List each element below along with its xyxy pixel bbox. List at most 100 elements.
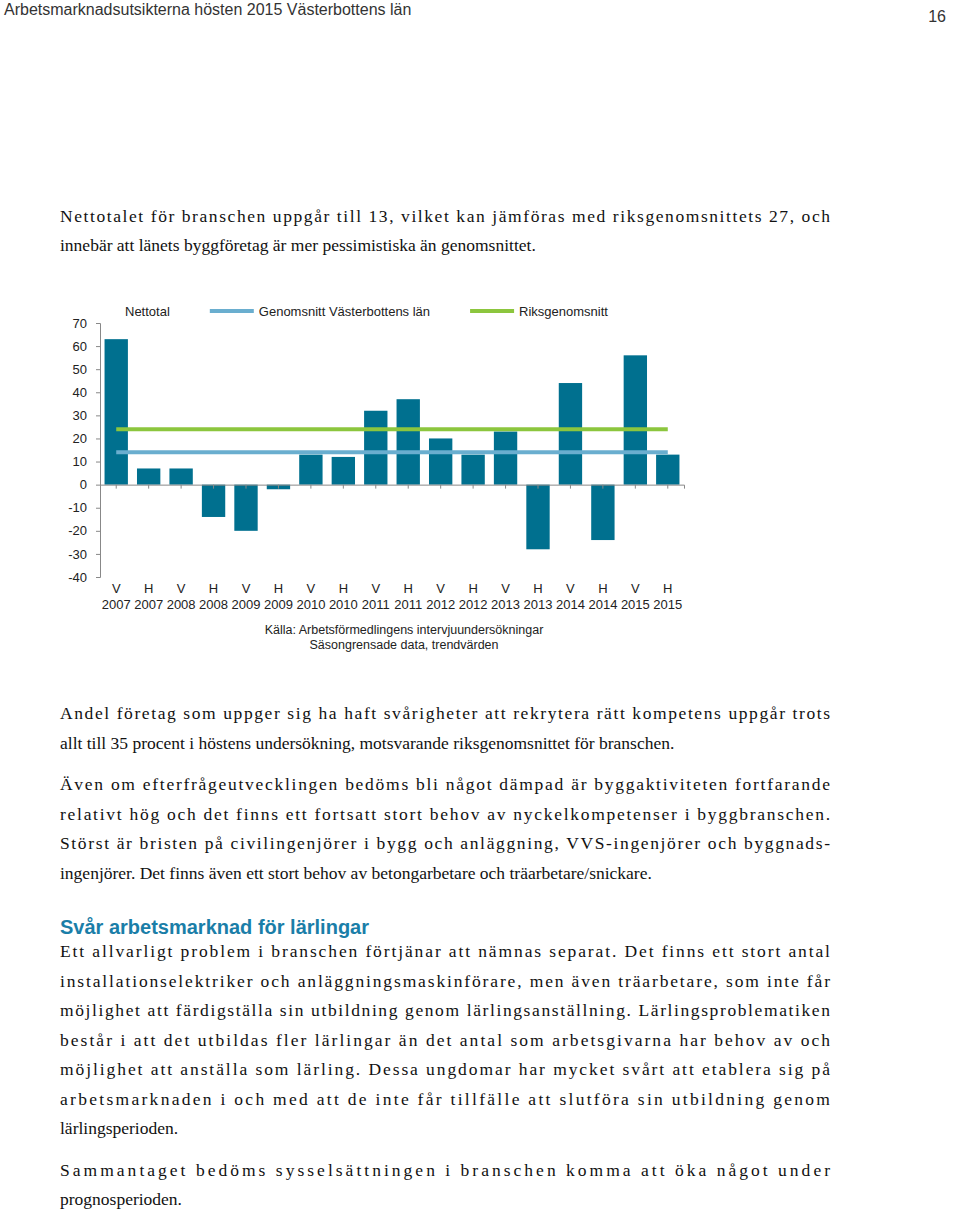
x-tick-mark: [667, 485, 668, 489]
bar: [364, 411, 387, 485]
page: Arbetsmarknadsutsikterna hösten 2015 Väs…: [0, 0, 960, 1214]
y-tick-mark: [96, 346, 100, 347]
x-tick: H2012: [459, 485, 488, 612]
paragraph-line: möjlighet att färdigställa sin utbildnin…: [60, 1000, 830, 1020]
chart-annotation: Källa: Arbetsförmedlingens intervjuunder…: [265, 623, 544, 637]
x-tick: V2010: [296, 485, 325, 612]
y-tick: 70: [73, 316, 100, 331]
x-tick-label: V2008: [167, 581, 196, 612]
bar: [624, 355, 647, 484]
paragraph-line: Även om efterfrågeutvecklingen bedöms bl…: [60, 774, 830, 794]
x-tick: V2008: [167, 485, 196, 612]
x-tick-mark: [278, 485, 279, 489]
paragraph-line: Andel företag som uppger sig ha haft svå…: [60, 703, 830, 723]
x-tick-mark: [375, 485, 376, 489]
x-tick: H2013: [524, 485, 553, 612]
legend-label: Riksgenomsnitt: [519, 304, 608, 319]
paragraph-line: Nettotalet för branschen uppgår till 13,…: [60, 206, 830, 226]
y-tick: -40: [68, 570, 100, 585]
y-tick-label: -10: [68, 500, 87, 515]
x-tick-mark: [310, 485, 311, 489]
plot-area: [105, 339, 680, 549]
x-tick: V2009: [232, 485, 261, 612]
paragraph-line: består i att det utbildas fler lärlingar…: [60, 1030, 830, 1050]
y-tick-label: 30: [73, 408, 87, 423]
x-tick-label: H2014: [588, 581, 617, 612]
x-tick-mark: [116, 485, 117, 489]
x-tick: V2013: [491, 485, 520, 612]
y-tick-mark: [96, 438, 100, 439]
y-tick-mark: [96, 485, 100, 486]
x-axis: V2007H2007V2008H2008V2009H2009V2010H2010…: [101, 485, 685, 612]
bar: [332, 457, 355, 485]
paragraph-line: prognosperioden.: [60, 1189, 182, 1209]
legend-swatch: [470, 309, 514, 313]
x-tick: H2007: [134, 485, 163, 612]
x-tick: V2014: [556, 485, 585, 612]
x-tick-label: V2009: [232, 581, 261, 612]
x-tick-label: H2012: [459, 581, 488, 612]
x-tick-mark: [473, 485, 474, 489]
x-tick: V2007: [102, 485, 131, 612]
y-tick-mark: [96, 392, 100, 393]
x-tick: V2011: [362, 485, 390, 612]
bar: [429, 438, 452, 484]
bar: [461, 455, 484, 485]
bar: [169, 468, 192, 484]
paragraph-line: lärlingsperioden.: [60, 1118, 178, 1138]
paragraph-line: allt till 35 procent i höstens undersökn…: [60, 733, 674, 753]
y-tick-mark: [96, 554, 100, 555]
y-tick: 50: [73, 362, 100, 377]
y-tick: 20: [73, 431, 100, 446]
y-tick-mark: [96, 462, 100, 463]
line: [116, 427, 668, 431]
legend: NettotalGenomsnitt Västerbottens länRiks…: [125, 304, 608, 319]
x-tick-mark: [148, 485, 149, 489]
bar: [559, 383, 582, 485]
x-tick-label: H2015: [653, 581, 682, 612]
x-tick-mark: [602, 485, 603, 489]
legend-swatch: [210, 309, 254, 313]
y-tick-label: 10: [73, 454, 87, 469]
x-tick-label: V2010: [296, 581, 325, 612]
x-tick: H2009: [264, 485, 293, 612]
y-axis-line: [96, 324, 101, 578]
x-tick-mark: [538, 485, 539, 489]
line: [116, 450, 668, 454]
bar: [105, 339, 128, 484]
y-tick: 0: [80, 477, 100, 492]
bar: [494, 432, 517, 485]
x-tick-label: H2010: [329, 581, 358, 612]
y-tick: -20: [68, 523, 100, 538]
x-tick: H2011: [394, 485, 422, 612]
legend-label: Nettotal: [125, 304, 170, 319]
paragraph-line: Störst är bristen på civilingenjörer i b…: [60, 833, 830, 853]
bar: [526, 485, 549, 550]
x-tick-mark: [246, 485, 247, 489]
paragraph-line: arbetsmarknaden i och med att de inte få…: [60, 1089, 830, 1109]
header-title: Arbetsmarknadsutsikterna hösten 2015 Väs…: [4, 1, 411, 18]
y-tick-mark: [96, 369, 100, 370]
x-tick: H2010: [329, 485, 358, 612]
section-heading: Svår arbetsmarknad för lärlingar: [60, 916, 369, 938]
paragraph-line: Ett allvarligt problem i branschen förtj…: [60, 941, 830, 961]
y-tick-label: -20: [68, 523, 87, 538]
bar: [299, 455, 322, 485]
x-tick-mark: [505, 485, 506, 489]
x-tick-label: V2012: [426, 581, 455, 612]
page-number: 16: [928, 8, 946, 25]
x-tick-mark: [343, 485, 344, 489]
x-tick-label: V2014: [556, 581, 585, 612]
x-tick: H2015: [653, 485, 682, 612]
paragraph-line: Sammantaget bedöms sysselsättningen i br…: [60, 1160, 830, 1180]
y-tick-label: 0: [80, 477, 87, 492]
bar: [397, 399, 420, 484]
y-tick-mark: [96, 415, 100, 416]
x-tick: H2008: [199, 485, 228, 612]
chart-annotation: Säsongrensade data, trendvärden: [309, 638, 498, 652]
y-tick-label: 70: [73, 316, 87, 331]
y-tick: -30: [68, 547, 100, 562]
y-tick: -10: [68, 500, 100, 515]
x-tick-label: H2008: [199, 581, 228, 612]
y-tick-mark: [96, 508, 100, 509]
